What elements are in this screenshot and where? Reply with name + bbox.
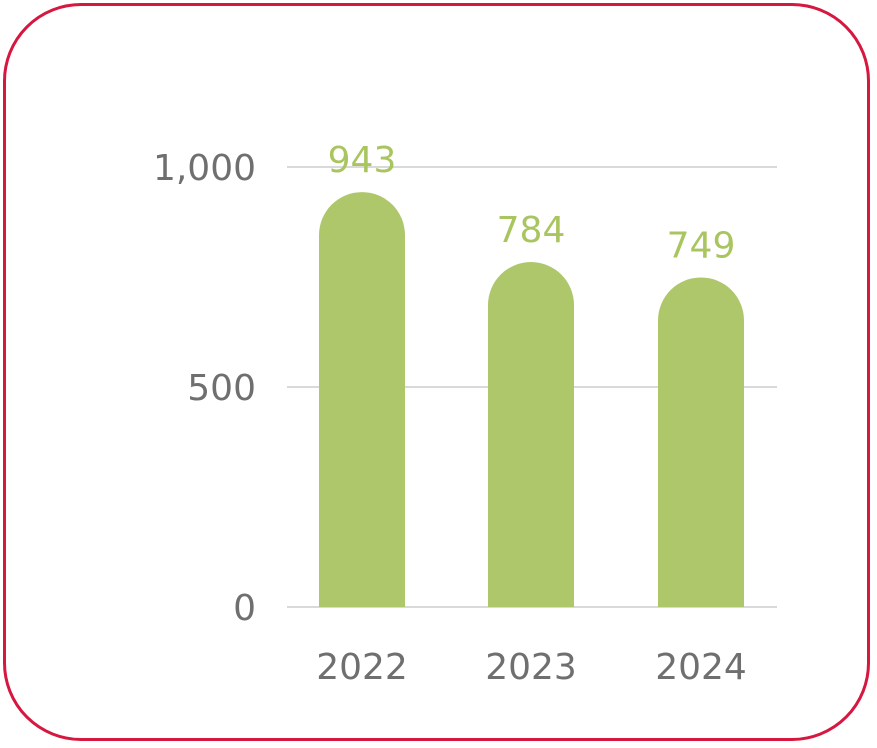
data-label: 784 xyxy=(497,210,566,251)
x-tick-label: 2023 xyxy=(485,647,577,688)
y-tick-label: 0 xyxy=(233,588,256,629)
x-tick-label: 2022 xyxy=(316,647,408,688)
data-label: 943 xyxy=(328,140,397,181)
data-labels: 943 784 749 xyxy=(328,140,736,266)
y-axis-tick-labels: 0 500 1,000 xyxy=(153,148,256,629)
x-tick-label: 2024 xyxy=(655,647,747,688)
bar xyxy=(319,192,405,607)
y-tick-label: 1,000 xyxy=(153,148,256,189)
data-label: 749 xyxy=(667,225,736,266)
bars xyxy=(319,192,744,607)
y-tick-label: 500 xyxy=(187,368,256,409)
x-axis-tick-labels: 2022 2023 2024 xyxy=(316,647,747,688)
bar xyxy=(488,262,574,607)
bar xyxy=(658,277,744,607)
